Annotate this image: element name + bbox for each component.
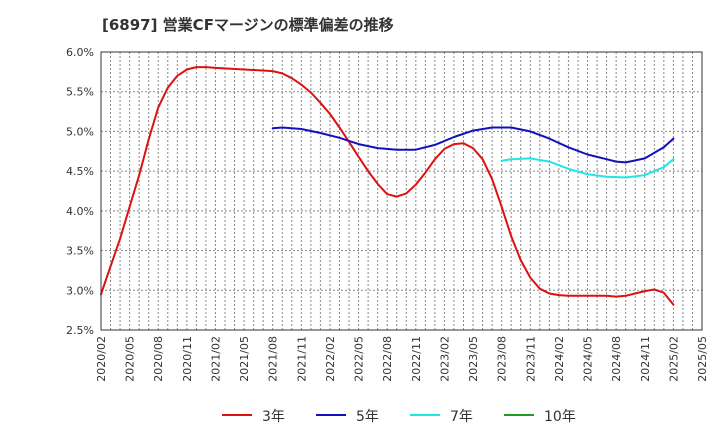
series-lines [100, 66, 675, 306]
chart-area: 2.5% 3.0% 3.5% 4.0% 4.5% 5.0% 5.5% 6.0% 2020/02… [66, 46, 709, 382]
x-tick-label: 2023/02 [438, 336, 451, 382]
x-tick-label: 2022/08 [381, 336, 394, 382]
legend-label-3y: 3年 [262, 409, 285, 425]
y-tick-label: 3.0% [66, 284, 94, 297]
legend-swatch-10y [504, 414, 534, 416]
series-line-0 [100, 66, 675, 306]
x-tick-label: 2021/02 [209, 336, 222, 382]
series-line-1 [271, 126, 675, 164]
x-tick-labels: 2020/02 2020/05 2020/08 2020/11 2021/02 2021/… [95, 336, 709, 382]
legend-swatch-7y [410, 414, 440, 416]
x-tick-label: 2022/11 [410, 336, 423, 382]
legend-label-7y: 7年 [450, 409, 473, 425]
y-tick-label: 3.5% [66, 245, 94, 258]
y-tick-label: 4.5% [66, 165, 94, 178]
x-tick-label: 2024/08 [610, 336, 623, 382]
x-tick-label: 2022/05 [353, 336, 366, 382]
x-tick-label: 2021/05 [238, 336, 251, 382]
y-tick-label: 4.0% [66, 205, 94, 218]
x-tick-label: 2020/05 [124, 336, 137, 382]
x-tick-label: 2020/11 [181, 336, 194, 382]
x-tick-label: 2022/02 [324, 336, 337, 382]
x-tick-label: 2023/05 [467, 336, 480, 382]
y-tick-label: 5.0% [66, 125, 94, 138]
x-tick-label: 2020/02 [95, 336, 108, 382]
legend-label-5y: 5年 [356, 409, 379, 425]
x-tick-label: 2025/05 [696, 336, 709, 382]
y-tick-label: 5.5% [66, 86, 94, 99]
x-tick-label: 2021/11 [295, 336, 308, 382]
legend-label-10y: 10年 [544, 409, 576, 425]
x-tick-label: 2021/08 [267, 336, 280, 382]
legend-swatch-3y [222, 414, 252, 416]
chart-title: [6897] 営業CFマージンの標準偏差の推移 [102, 16, 394, 34]
plot-frame [100, 51, 703, 331]
x-tick-label: 2020/08 [152, 336, 165, 382]
series-line-2 [500, 157, 675, 179]
y-tick-label: 2.5% [66, 324, 94, 337]
x-tick-label: 2024/02 [553, 336, 566, 382]
legend-swatch-5y [316, 414, 346, 416]
y-tick-label: 6.0% [66, 46, 94, 59]
x-tick-label: 2023/08 [496, 336, 509, 382]
x-tick-label: 2023/11 [524, 336, 537, 382]
y-tick-labels: 2.5% 3.0% 3.5% 4.0% 4.5% 5.0% 5.5% 6.0% [66, 46, 94, 337]
x-tick-label: 2024/11 [639, 336, 652, 382]
legend: 3年 5年 7年 10年 [0, 400, 720, 428]
x-tick-label: 2024/05 [582, 336, 595, 382]
x-tick-label: 2025/02 [667, 336, 680, 382]
grid [100, 51, 703, 331]
